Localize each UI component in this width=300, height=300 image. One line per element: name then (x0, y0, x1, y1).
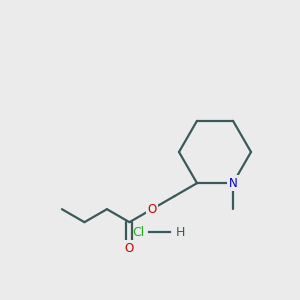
Text: O: O (125, 242, 134, 255)
Text: N: N (229, 177, 237, 190)
Text: Cl: Cl (132, 226, 144, 238)
Text: H: H (175, 226, 185, 238)
Text: O: O (147, 203, 157, 216)
